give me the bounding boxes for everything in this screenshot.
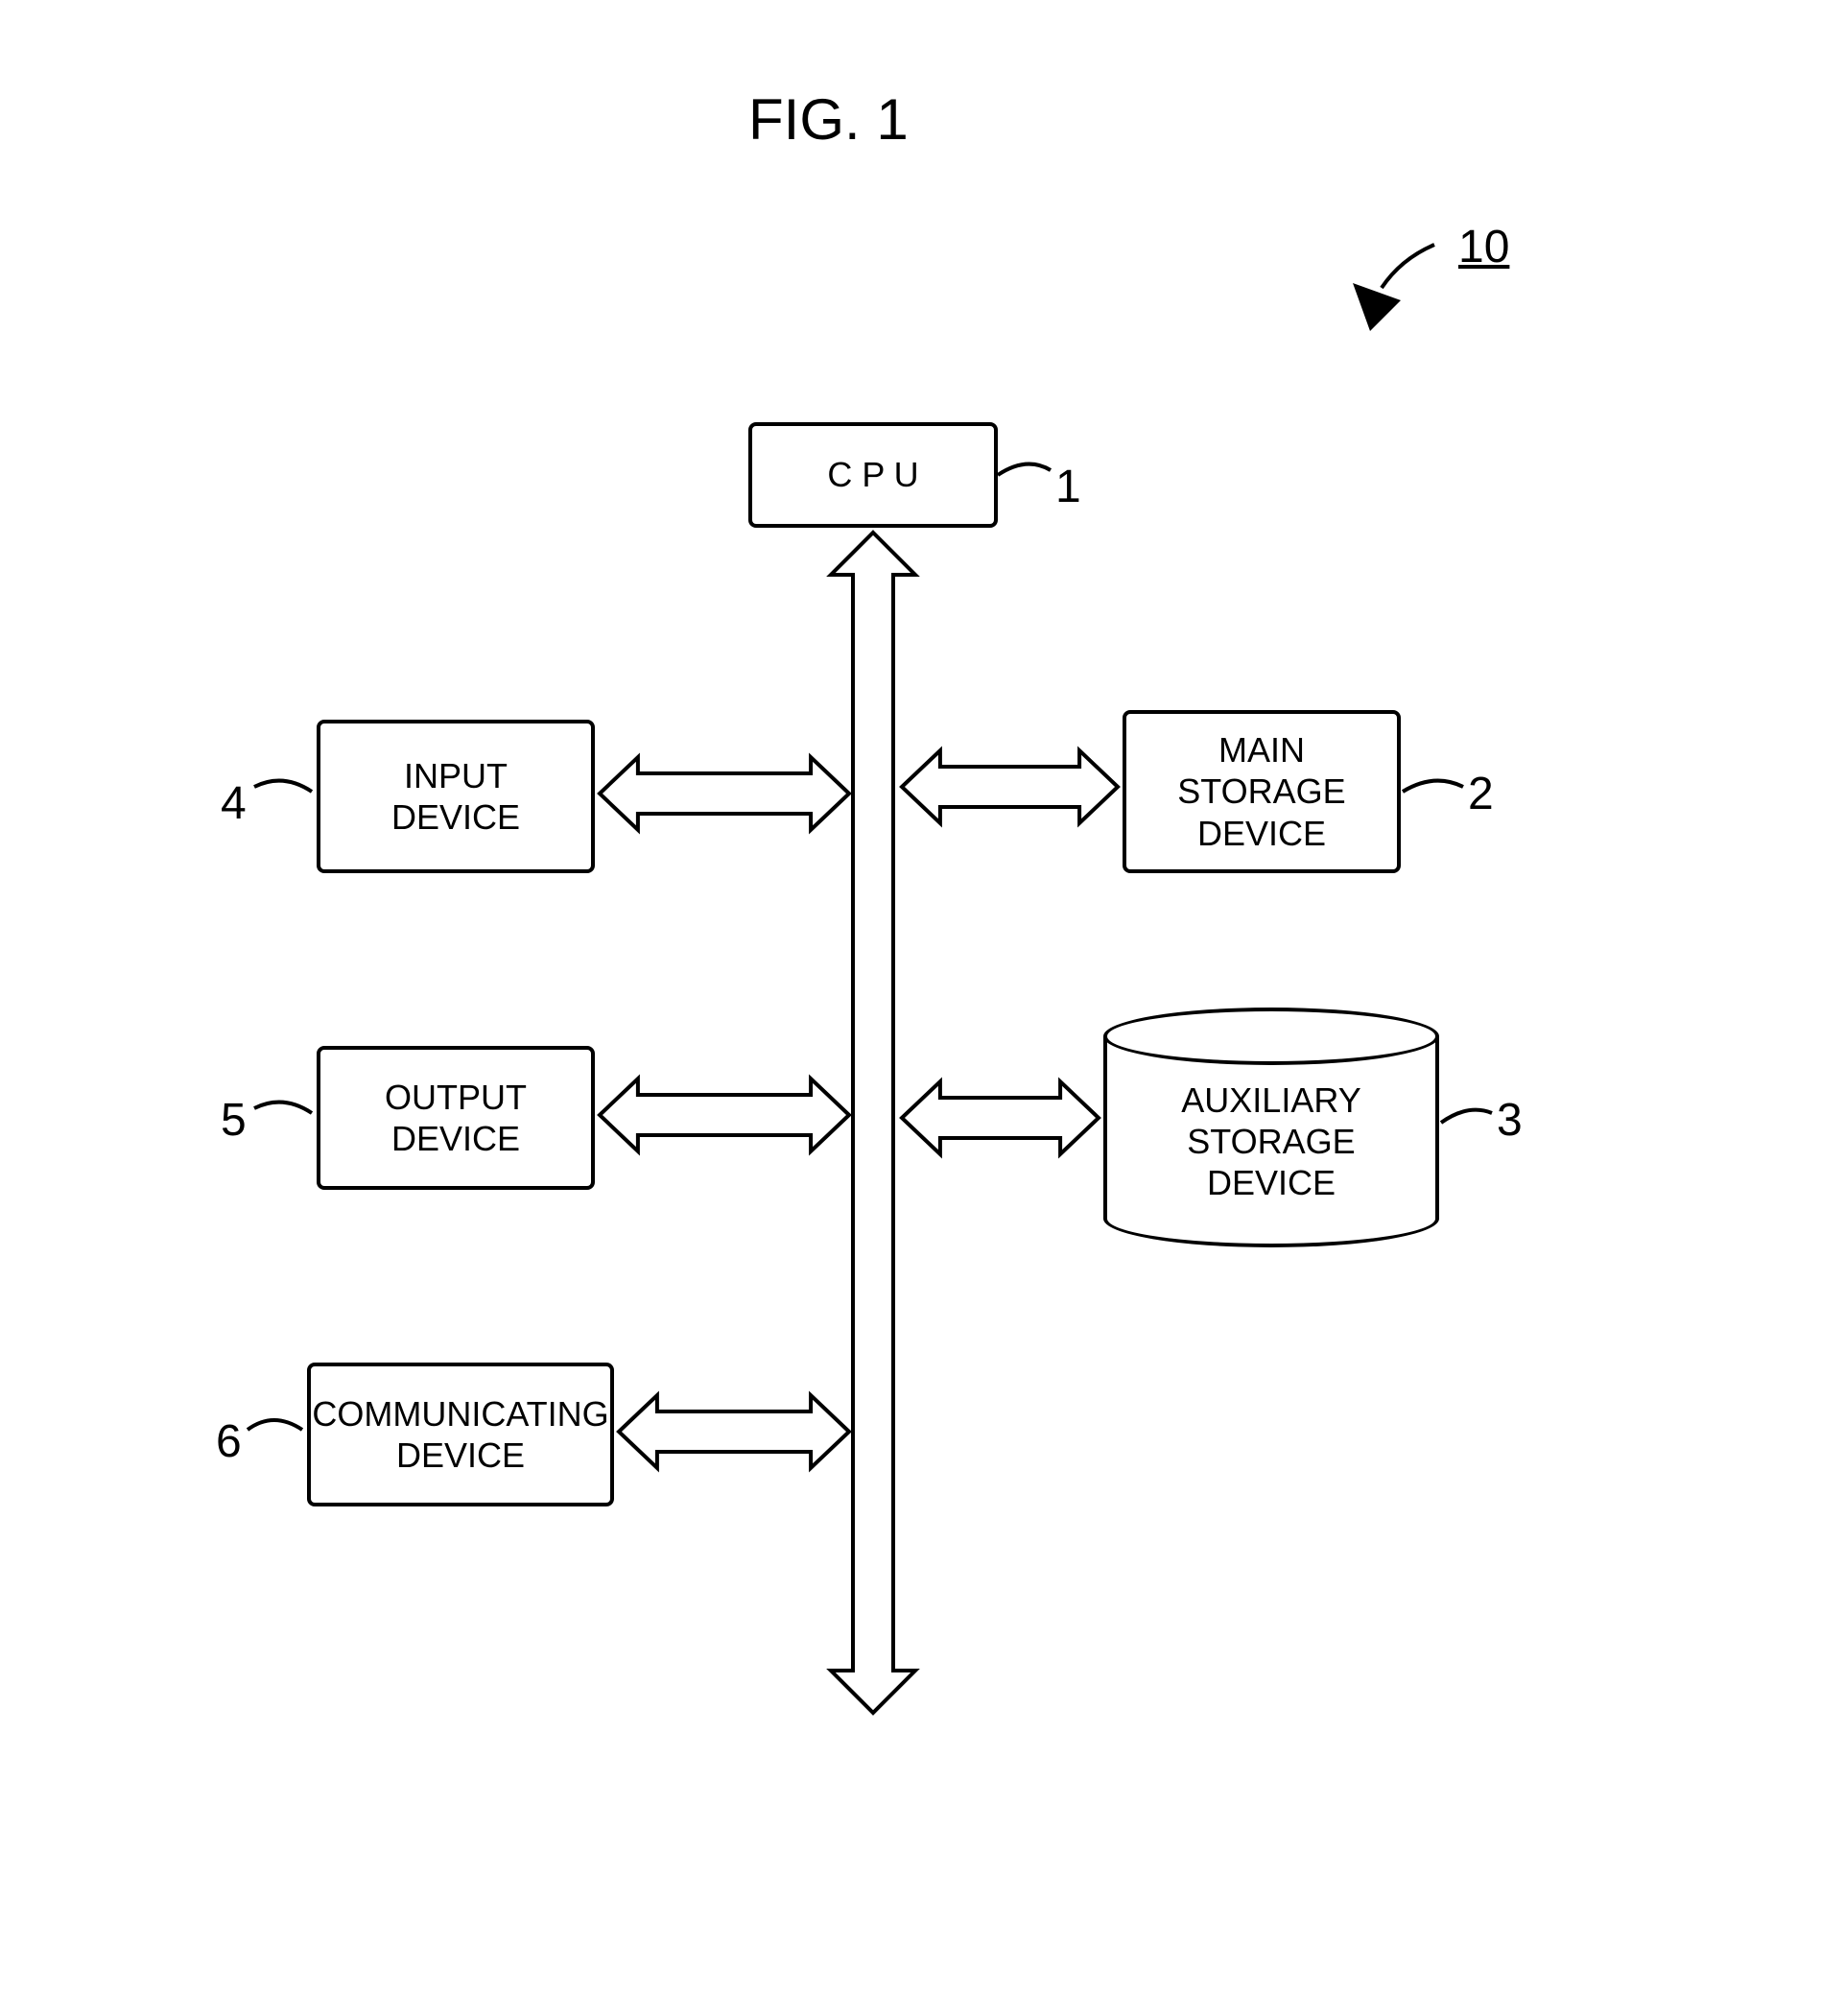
aux-storage-label: AUXILIARYSTORAGEDEVICE: [1103, 1079, 1439, 1204]
diagram-canvas: FIG. 1 10 C P U 1 MAINSTORAGEDEVICE 2 AU…: [0, 0, 1821, 2016]
main-storage-label: MAINSTORAGEDEVICE: [1177, 729, 1345, 854]
aux-storage-ref: 3: [1497, 1094, 1523, 1147]
comm-device-ref: 6: [216, 1415, 242, 1468]
output-device-label: OUTPUTDEVICE: [385, 1077, 527, 1159]
main-storage-box: MAINSTORAGEDEVICE: [1123, 710, 1401, 873]
leader-lines-layer: [0, 0, 1821, 2016]
comm-device-box: COMMUNICATINGDEVICE: [307, 1363, 614, 1506]
input-device-label: INPUTDEVICE: [391, 755, 520, 838]
output-device-box: OUTPUTDEVICE: [317, 1046, 595, 1190]
aux-storage-cylinder: AUXILIARYSTORAGEDEVICE: [1103, 1008, 1439, 1247]
cpu-label: C P U: [827, 454, 918, 495]
main-storage-ref: 2: [1468, 768, 1494, 820]
comm-device-label: COMMUNICATINGDEVICE: [312, 1393, 608, 1476]
output-device-ref: 5: [221, 1094, 247, 1147]
input-device-ref: 4: [221, 777, 247, 830]
input-device-box: INPUTDEVICE: [317, 720, 595, 873]
cpu-box: C P U: [748, 422, 998, 528]
cpu-ref: 1: [1055, 461, 1081, 513]
